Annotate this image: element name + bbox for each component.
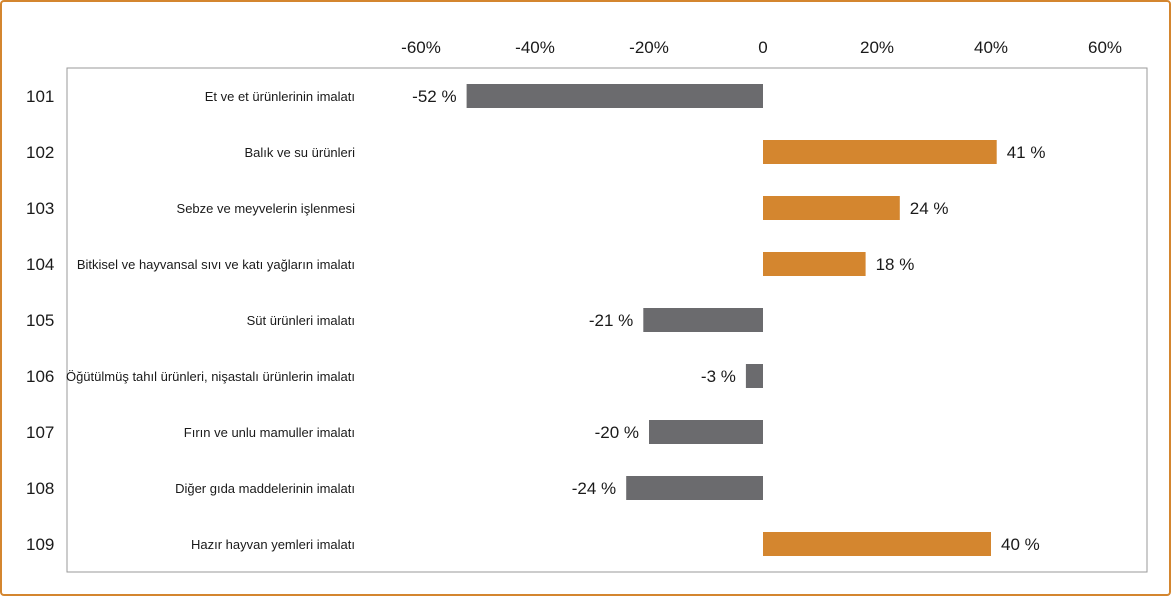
row-code: 102 [26,143,54,162]
bar [763,140,997,164]
x-tick-label: -20% [629,38,669,57]
bar [626,476,763,500]
bar [466,84,763,108]
row-code: 109 [26,535,54,554]
x-tick-label: 0 [758,38,767,57]
value-label: 41 % [1007,143,1046,162]
bar [763,196,900,220]
category-label: Öğütülmüş tahıl ürünleri, nişastalı ürün… [66,369,355,384]
bar [649,420,763,444]
x-tick-label: 60% [1088,38,1122,57]
bar [745,364,763,388]
category-label: Fırın ve unlu mamuller imalatı [184,425,355,440]
category-label: Diğer gıda maddelerinin imalatı [175,481,355,496]
row-code: 101 [26,87,54,106]
x-tick-label: -60% [401,38,441,57]
x-tick-label: -40% [515,38,555,57]
x-tick-label: 20% [860,38,894,57]
row-code: 107 [26,423,54,442]
category-label: Sebze ve meyvelerin işlenmesi [177,201,356,216]
row-code: 106 [26,367,54,386]
value-label: -20 % [595,423,639,442]
value-label: -24 % [572,479,616,498]
category-label: Bitkisel ve hayvansal sıvı ve katı yağla… [77,257,355,272]
value-label: -21 % [589,311,633,330]
value-label: -52 % [412,87,456,106]
row-code: 103 [26,199,54,218]
row-code: 108 [26,479,54,498]
category-label: Süt ürünleri imalatı [247,313,355,328]
row-code: 105 [26,311,54,330]
bar [763,532,991,556]
bar [763,252,866,276]
value-label: -3 % [701,367,736,386]
category-label: Balık ve su ürünleri [244,145,355,160]
value-label: 24 % [910,199,949,218]
value-label: 18 % [876,255,915,274]
plot-area-box [66,67,1148,573]
bar [643,308,763,332]
category-label: Et ve et ürünlerinin imalatı [205,89,355,104]
row-code: 104 [26,255,54,274]
x-tick-label: 40% [974,38,1008,57]
value-label: 40 % [1001,535,1040,554]
category-label: Hazır hayvan yemleri imalatı [191,537,355,552]
